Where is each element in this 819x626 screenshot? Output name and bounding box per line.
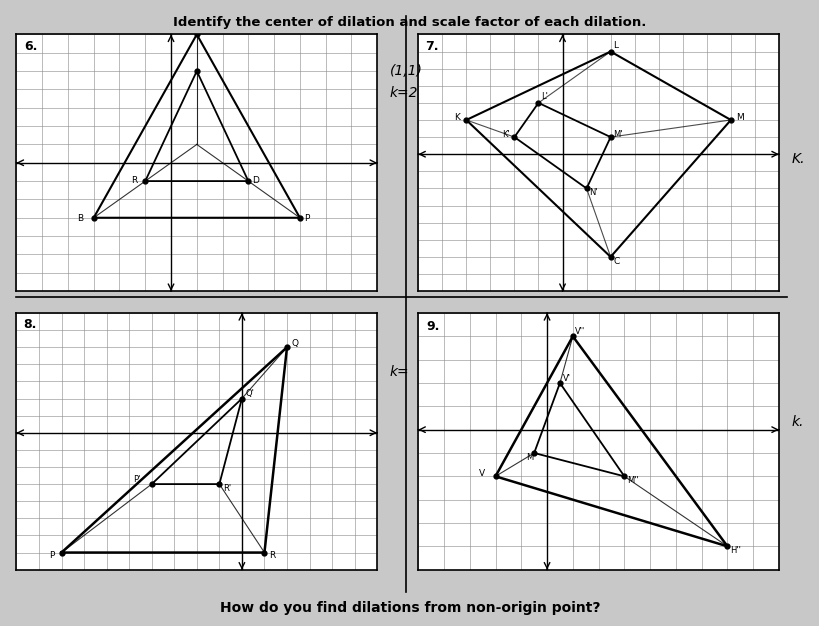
Text: 9.: 9. <box>425 320 439 333</box>
Text: k=: k= <box>389 364 409 379</box>
Text: 6.: 6. <box>24 40 38 53</box>
Text: K.: K. <box>790 151 803 166</box>
Text: K': K' <box>502 130 509 139</box>
Text: Q: Q <box>292 339 298 347</box>
Text: M'': M'' <box>627 476 638 485</box>
Text: M': M' <box>526 453 536 462</box>
Text: V': V' <box>562 374 570 382</box>
Text: L: L <box>613 41 618 50</box>
Text: (1,1): (1,1) <box>389 64 422 78</box>
Text: How do you find dilations from non-origin point?: How do you find dilations from non-origi… <box>219 601 600 615</box>
Text: 7.: 7. <box>425 39 438 53</box>
Text: K: K <box>454 113 459 122</box>
Text: Identify the center of dilation and scale factor of each dilation.: Identify the center of dilation and scal… <box>173 16 646 29</box>
Text: M': M' <box>613 130 622 139</box>
Text: 8.: 8. <box>23 318 37 331</box>
Text: R': R' <box>223 484 231 493</box>
Text: R: R <box>131 176 138 185</box>
Text: P': P' <box>133 475 140 485</box>
Text: H'': H'' <box>729 546 740 555</box>
Text: N': N' <box>588 188 597 197</box>
Text: M: M <box>735 113 743 122</box>
Text: R: R <box>269 551 275 560</box>
Text: P: P <box>49 551 55 560</box>
Text: B: B <box>77 215 84 223</box>
Text: k.: k. <box>790 414 803 429</box>
Text: P: P <box>303 215 309 223</box>
Text: V: V <box>478 470 485 478</box>
Text: C: C <box>613 257 618 265</box>
Text: k=2: k=2 <box>389 86 418 100</box>
Text: D: D <box>252 176 259 185</box>
Text: Q': Q' <box>245 389 254 398</box>
Text: L': L' <box>541 93 547 101</box>
Text: V'': V'' <box>575 327 585 336</box>
